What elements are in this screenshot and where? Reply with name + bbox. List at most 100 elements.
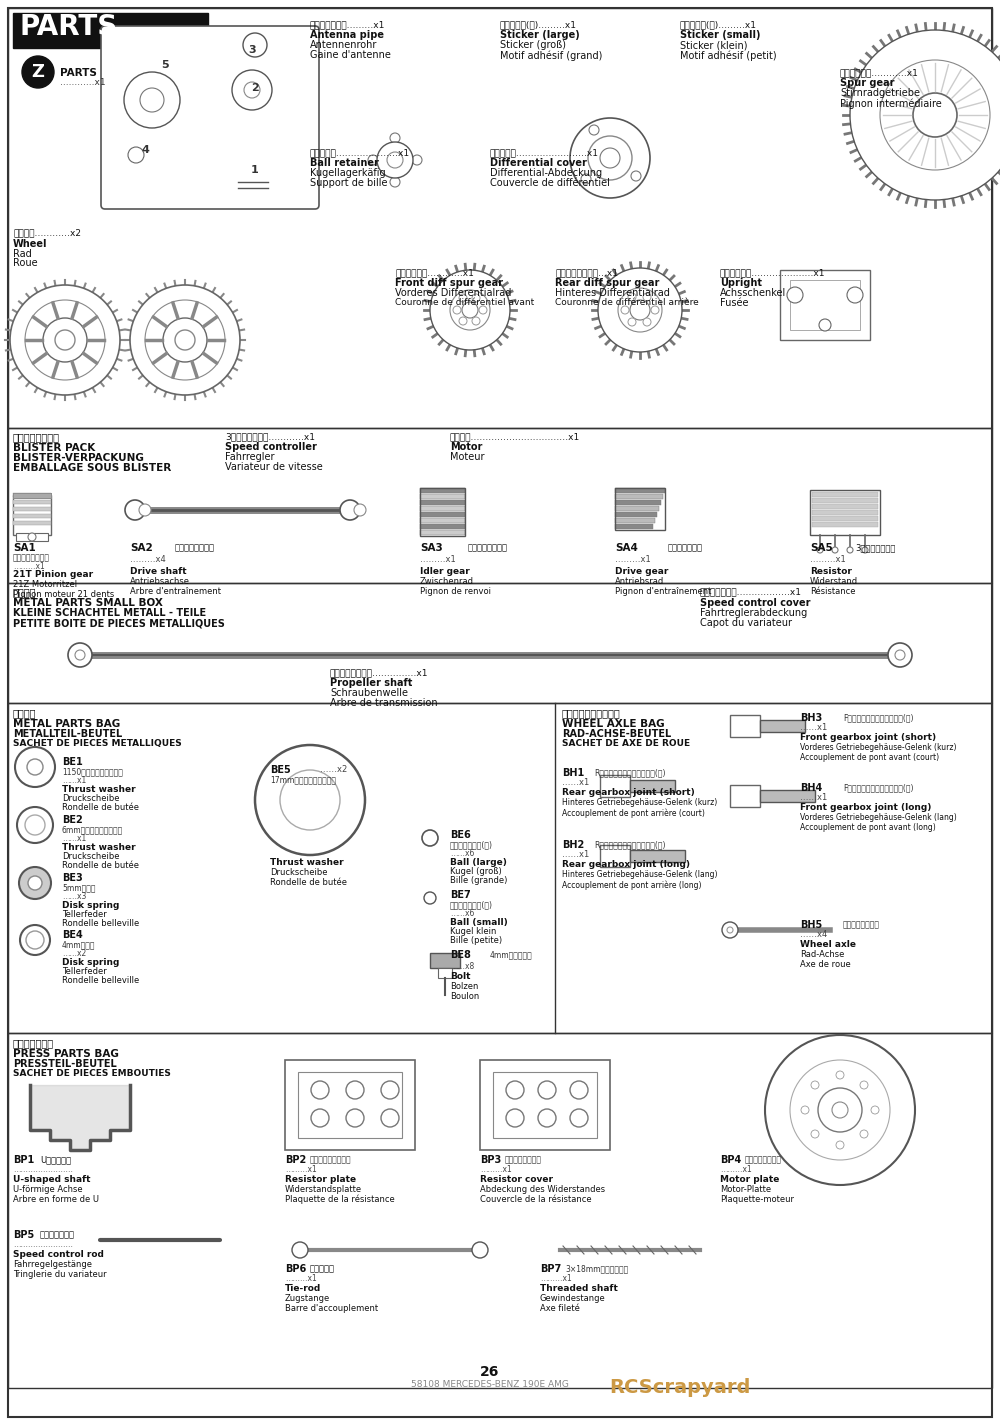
Text: Wheel axle: Wheel axle xyxy=(800,940,856,949)
Bar xyxy=(13,500,51,504)
Text: RCScrapyard: RCScrapyard xyxy=(609,1378,751,1396)
Bar xyxy=(812,504,878,509)
Text: Zugstange: Zugstange xyxy=(285,1294,330,1302)
Circle shape xyxy=(462,302,478,318)
Text: スイッチカバー………………x1: スイッチカバー………………x1 xyxy=(700,587,802,596)
Circle shape xyxy=(139,504,151,516)
Text: 5: 5 xyxy=(161,60,169,70)
Circle shape xyxy=(43,318,87,362)
Circle shape xyxy=(817,547,823,553)
Circle shape xyxy=(790,1060,890,1160)
Bar xyxy=(438,968,452,978)
Text: 3端子レジスター: 3端子レジスター xyxy=(855,543,895,551)
Circle shape xyxy=(818,1089,862,1131)
Bar xyxy=(630,849,685,862)
Text: Front gearbox joint (short): Front gearbox joint (short) xyxy=(800,732,936,742)
Bar xyxy=(8,583,992,703)
Circle shape xyxy=(55,331,75,351)
Circle shape xyxy=(787,286,803,304)
Text: レジスターカバー: レジスターカバー xyxy=(505,1156,542,1164)
Text: ステッカー(小)………x1: ステッカー(小)………x1 xyxy=(680,20,757,28)
Bar xyxy=(812,522,878,527)
Circle shape xyxy=(895,650,905,660)
Text: Kugel (groß): Kugel (groß) xyxy=(450,866,502,876)
Text: Support de bille: Support de bille xyxy=(310,178,388,188)
Circle shape xyxy=(832,1102,848,1119)
Text: Bolt: Bolt xyxy=(450,972,471,980)
Bar xyxy=(13,493,51,497)
Bar xyxy=(615,487,665,493)
Text: BP5: BP5 xyxy=(13,1230,34,1240)
Circle shape xyxy=(243,33,267,57)
Text: Couronne de différentiel arrière: Couronne de différentiel arrière xyxy=(555,298,699,306)
Circle shape xyxy=(459,294,467,302)
Text: Axe fileté: Axe fileté xyxy=(540,1304,580,1312)
Text: BH3: BH3 xyxy=(800,712,822,722)
Text: Fahrregler: Fahrregler xyxy=(225,452,274,462)
Text: Axe de roue: Axe de roue xyxy=(800,960,851,969)
Text: Barre d'accouplement: Barre d'accouplement xyxy=(285,1304,378,1312)
Text: 3: 3 xyxy=(248,46,256,56)
Text: Capot du variateur: Capot du variateur xyxy=(700,618,792,628)
Circle shape xyxy=(765,1035,915,1186)
Circle shape xyxy=(22,56,54,88)
Text: SACHET DE AXE DE ROUE: SACHET DE AXE DE ROUE xyxy=(562,740,690,748)
Text: SA3: SA3 xyxy=(420,543,443,553)
Bar xyxy=(615,512,657,517)
Circle shape xyxy=(630,301,650,321)
Text: Zwischenrad: Zwischenrad xyxy=(420,577,474,586)
Text: Wheel: Wheel xyxy=(13,239,48,249)
Bar xyxy=(13,493,51,497)
Text: ……x1: ……x1 xyxy=(62,777,86,785)
Text: Resistor: Resistor xyxy=(810,567,852,576)
Text: ………x1: ………x1 xyxy=(720,1166,752,1174)
Bar xyxy=(760,789,815,802)
Bar xyxy=(420,500,465,504)
Text: Propeller shaft: Propeller shaft xyxy=(330,678,412,688)
Text: Gaine d'antenne: Gaine d'antenne xyxy=(310,50,391,60)
Text: BH4: BH4 xyxy=(800,782,822,792)
Bar xyxy=(420,512,465,517)
Text: アップライト…………………x1: アップライト…………………x1 xyxy=(720,268,826,276)
Circle shape xyxy=(850,30,1000,200)
Circle shape xyxy=(570,1109,588,1127)
Text: 金具袋詰: 金具袋詰 xyxy=(13,708,36,718)
Circle shape xyxy=(643,294,651,301)
Text: Motor-Platte: Motor-Platte xyxy=(720,1186,771,1194)
Text: BH1: BH1 xyxy=(562,768,584,778)
Text: ……x1: ……x1 xyxy=(62,834,86,844)
Text: 3段変速スイッチ…………x1: 3段変速スイッチ…………x1 xyxy=(225,432,315,440)
Bar xyxy=(8,9,992,428)
Circle shape xyxy=(628,294,636,301)
Text: METALLTEIL-BEUTEL: METALLTEIL-BEUTEL xyxy=(13,730,122,740)
Text: U-shaped shaft: U-shaped shaft xyxy=(13,1176,90,1184)
Circle shape xyxy=(311,1082,329,1099)
Bar xyxy=(118,138,170,172)
Circle shape xyxy=(801,1106,809,1114)
Text: Accouplement de pont avant (court): Accouplement de pont avant (court) xyxy=(800,752,939,762)
Circle shape xyxy=(346,1109,364,1127)
Text: Rondelle de butée: Rondelle de butée xyxy=(62,861,139,871)
Text: BLISTER-VERPACKUNG: BLISTER-VERPACKUNG xyxy=(13,453,144,463)
Text: デフカバー……………………x1: デフカバー……………………x1 xyxy=(490,148,599,157)
Text: Rear gearbox joint (long): Rear gearbox joint (long) xyxy=(562,861,690,869)
Text: Z: Z xyxy=(32,63,44,81)
Circle shape xyxy=(570,118,650,198)
Text: Druckscheibe: Druckscheibe xyxy=(270,868,328,876)
Text: Hinteres Getriebegehäuse-Gelenk (lang): Hinteres Getriebegehäuse-Gelenk (lang) xyxy=(562,871,718,879)
Text: 3×18mmネジシャフト: 3×18mmネジシャフト xyxy=(565,1264,628,1273)
Text: 1150スラストワッシャー: 1150スラストワッシャー xyxy=(62,767,123,777)
Text: ………x1: ………x1 xyxy=(420,554,456,564)
Text: Motif adhésif (petit): Motif adhésif (petit) xyxy=(680,50,777,60)
Circle shape xyxy=(19,866,51,899)
Text: Drive shaft: Drive shaft xyxy=(130,567,187,576)
Circle shape xyxy=(75,650,85,660)
Circle shape xyxy=(538,1109,556,1127)
Text: Upright: Upright xyxy=(720,278,762,288)
Text: BLISTER PACK: BLISTER PACK xyxy=(13,443,95,453)
Text: Widerstand: Widerstand xyxy=(810,577,858,586)
Text: Rギヤーボックスジョイント(長): Rギヤーボックスジョイント(長) xyxy=(594,839,666,849)
Text: Variateur de vitesse: Variateur de vitesse xyxy=(225,462,323,472)
Bar xyxy=(13,493,51,497)
Circle shape xyxy=(377,142,413,178)
